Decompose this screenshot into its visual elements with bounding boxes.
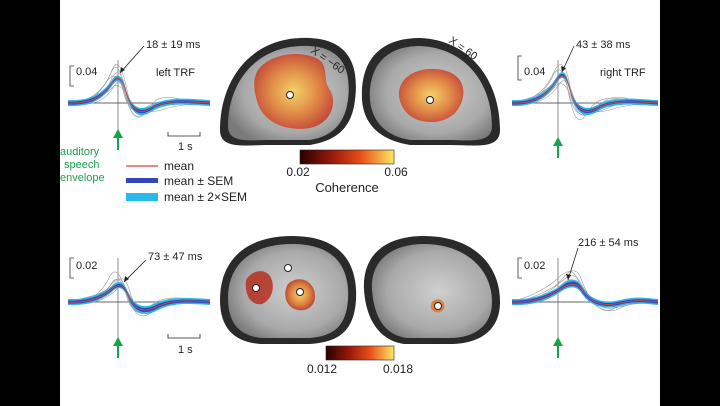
mean-2sem-band (512, 72, 658, 116)
amplitude-scale-bar (69, 65, 74, 87)
stimulus-label: auditory speech envelope (60, 146, 105, 185)
amplitude-scale-bar (517, 257, 522, 279)
trf-top-left: 0.04 18 ± 19 ms left TRF 1 s (67, 39, 211, 153)
trf-label: right TRF (600, 67, 646, 79)
mean-trace (67, 285, 211, 311)
brain-bottom-left (220, 236, 357, 344)
peak-marker (434, 302, 442, 310)
peak-marker (252, 284, 260, 292)
time-scale-bar (167, 132, 201, 137)
amplitude-scale-label: 0.02 (524, 260, 545, 272)
brain-top-left: X = −60 (220, 37, 356, 146)
colorbar-top: 0.02 0.06 Coherence (286, 149, 408, 195)
stimulus-arrowhead (113, 129, 123, 138)
figure-panel: 0.04 18 ± 19 ms left TRF 1 s (60, 0, 660, 406)
colorbar-title: Coherence (315, 180, 379, 195)
latency-arrowhead (566, 274, 571, 280)
amplitude-scale-label: 0.04 (76, 66, 97, 78)
coherence-region (398, 68, 464, 123)
colorbar-min: 0.012 (307, 362, 337, 376)
mean-sem-band (512, 73, 658, 114)
stimulus-arrowhead (553, 137, 563, 146)
time-scale-label: 1 s (178, 141, 193, 153)
stimulus-label-line-2: speech (64, 159, 100, 171)
brain-bottom-right (363, 236, 500, 344)
stimulus-label-line-3: envelope (60, 172, 105, 184)
colorbar-max: 0.018 (383, 362, 413, 376)
brain-surface (371, 244, 492, 338)
legend-label-2sem: mean ± 2×SEM (164, 190, 247, 204)
trf-bottom-left: 0.02 73 ± 47 ms 1 s (67, 251, 211, 358)
latency-label: 43 ± 38 ms (576, 39, 631, 51)
colorbar-gradient (299, 149, 395, 165)
latency-arrow (119, 45, 145, 74)
trf-label: left TRF (156, 67, 195, 79)
latency-label: 18 ± 19 ms (146, 39, 201, 51)
mean-trace (511, 283, 659, 305)
brain-top-right: X = 60 (361, 35, 500, 146)
peak-marker (296, 288, 304, 296)
amplitude-scale-bar (69, 257, 74, 279)
latency-label: 73 ± 47 ms (148, 251, 203, 263)
trf-plots: 0.04 18 ± 19 ms left TRF 1 s (67, 35, 659, 376)
peak-marker (284, 264, 292, 272)
latency-arrow (567, 247, 579, 281)
stimulus-label-line-1: auditory (60, 146, 100, 158)
mean-trace (67, 77, 211, 112)
amplitude-scale-bar (517, 55, 522, 81)
colorbar-bottom: 0.012 0.018 (307, 345, 413, 376)
legend-label-mean: mean (164, 159, 194, 173)
legend-label-sem: mean ± SEM (164, 174, 233, 188)
amplitude-scale-label: 0.04 (524, 66, 545, 78)
trf-top-right: 0.04 43 ± 38 ms right TRF (511, 39, 659, 158)
colorbar-gradient (325, 345, 395, 361)
peak-marker (286, 91, 294, 99)
colorbar-max: 0.06 (384, 165, 408, 179)
peak-marker (426, 96, 434, 104)
mean-trace (511, 75, 659, 112)
latency-arrowhead (120, 67, 125, 73)
latency-label: 216 ± 54 ms (578, 237, 639, 249)
legend: mean mean ± SEM mean ± 2×SEM (126, 159, 247, 204)
time-scale-bar (167, 334, 201, 339)
stimulus-arrowhead (113, 337, 123, 346)
colorbar-min: 0.02 (286, 165, 310, 179)
legend-swatch-2sem (126, 193, 158, 201)
legend-swatch-sem (126, 178, 158, 183)
stimulus-arrowhead (553, 337, 563, 346)
latency-arrowhead (124, 276, 129, 282)
latency-arrowhead (561, 66, 566, 72)
time-scale-label: 1 s (178, 344, 193, 356)
trf-bottom-right: 0.02 216 ± 54 ms (511, 237, 659, 358)
coherence-region (254, 54, 334, 129)
amplitude-scale-label: 0.02 (76, 260, 97, 272)
mean-2sem-band (68, 75, 210, 116)
